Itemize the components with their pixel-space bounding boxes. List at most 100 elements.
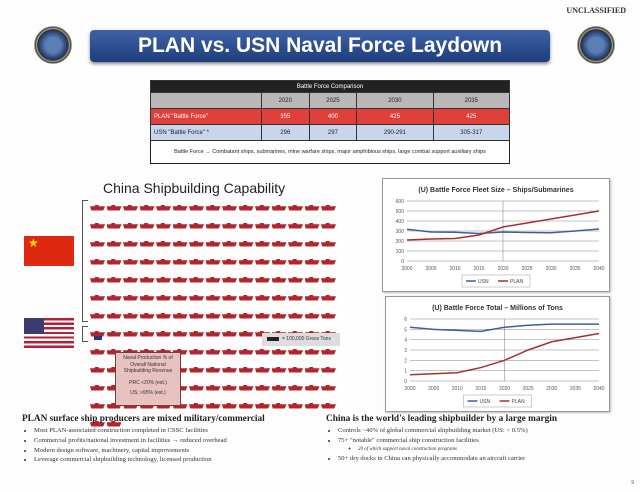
ship-icon — [255, 276, 270, 283]
bullet: Leverage commercial shipbuilding technol… — [34, 455, 322, 465]
ship-icon — [304, 204, 320, 211]
cell: 425 — [432, 108, 511, 125]
ship-icon — [271, 348, 287, 355]
table-title: Battle Force Comparison — [150, 80, 510, 93]
series-line-plan — [409, 332, 600, 376]
ship-icon — [205, 276, 221, 283]
ship-icon — [271, 258, 287, 265]
ship-icon — [222, 402, 237, 409]
ship-icon — [304, 312, 320, 319]
ship-icon — [189, 402, 204, 409]
cell: 425 — [356, 108, 434, 125]
legend-label: PLAN — [512, 399, 525, 405]
table-note: Battle Force → Combatant ships, submarin… — [150, 140, 510, 164]
us-flag-icon — [24, 318, 74, 348]
bracket — [82, 326, 88, 342]
ship-icon — [189, 294, 204, 301]
chart-title: (U) Battle Force Fleet Size – Ships/Subm… — [418, 187, 573, 194]
series-line-usn — [406, 228, 600, 235]
y-tick-label: 0 — [404, 379, 407, 385]
year-header: 2030 — [356, 92, 434, 109]
ship-icon — [222, 312, 237, 319]
ship-icon — [90, 420, 105, 427]
ship-icon — [255, 366, 270, 373]
ship-icon — [321, 240, 336, 247]
cell: 297 — [308, 124, 358, 141]
ship-icon — [172, 240, 188, 247]
ship-icon — [123, 330, 138, 337]
ship-icon — [189, 240, 204, 247]
ship-icon — [123, 204, 138, 211]
ship-icon — [288, 402, 303, 409]
ship-icon — [90, 294, 105, 301]
ship-icon — [238, 258, 254, 265]
ship-icon — [222, 204, 237, 211]
ship-icon — [156, 240, 171, 247]
ship-icon — [90, 312, 105, 319]
ship-icon — [106, 276, 122, 283]
ship-icon — [90, 402, 105, 409]
ship-icon — [271, 402, 287, 409]
year-header: 2025 — [308, 92, 358, 109]
y-tick-label: 400 — [396, 219, 405, 225]
ship-icon — [238, 384, 254, 391]
sub-bullet: 20 of which support naval construction p… — [358, 446, 626, 454]
legend-text: = 100,000 Gross Tons — [282, 336, 331, 342]
ship-icon — [123, 294, 138, 301]
ship-icon — [222, 384, 237, 391]
x-tick-label: 2020 — [497, 266, 508, 272]
ship-icon — [255, 222, 270, 229]
ship-icon — [156, 222, 171, 229]
y-tick-label: 300 — [396, 229, 405, 235]
ship-icon — [123, 312, 138, 319]
y-tick-label: 500 — [396, 209, 405, 215]
ship-icon — [205, 240, 221, 247]
ship-icon — [106, 312, 122, 319]
ship-icon — [321, 348, 336, 355]
bottom-right-section: China is the world's leading shipbuilder… — [326, 414, 626, 463]
legend-label: USN — [478, 279, 489, 285]
ship-icon — [238, 240, 254, 247]
ship-icon — [106, 330, 122, 337]
ship-icon — [106, 240, 122, 247]
emblem-left-icon — [34, 26, 72, 64]
ship-icon — [90, 330, 105, 337]
ship-icon — [288, 222, 303, 229]
ship-icon — [304, 402, 320, 409]
ship-icon — [271, 276, 287, 283]
ship-icon — [90, 384, 105, 391]
ship-icon — [90, 366, 105, 373]
ship-icon — [205, 222, 221, 229]
ship-icon — [156, 294, 171, 301]
y-tick-label: 1 — [404, 369, 407, 375]
ship-icon — [189, 276, 204, 283]
ship-icon — [222, 348, 237, 355]
ship-icon — [238, 330, 254, 337]
ship-icon — [205, 330, 221, 337]
ship-icon — [288, 312, 303, 319]
table-row: PLAN "Battle Force" 355 400 425 425 — [150, 108, 511, 125]
ship-icon — [106, 348, 122, 355]
ship-icon — [189, 258, 204, 265]
ship-icon — [238, 204, 254, 211]
note-line: US: >95% (est.) — [130, 390, 166, 396]
ship-icon — [139, 312, 155, 319]
x-tick-label: 2040 — [593, 386, 604, 392]
ship-icon — [271, 294, 287, 301]
ship-icon — [123, 276, 138, 283]
ship-icon — [106, 402, 122, 409]
ship-icon — [106, 294, 122, 301]
ship-icon — [304, 366, 320, 373]
ship-icon — [172, 312, 188, 319]
ship-icon — [304, 348, 320, 355]
china-flag-icon: ★ — [24, 236, 74, 266]
ship-icon — [222, 240, 237, 247]
ship-icon — [321, 384, 336, 391]
ship-icon — [288, 294, 303, 301]
ship-icon — [288, 348, 303, 355]
ship-icon — [139, 204, 155, 211]
battle-force-table: Battle Force Comparison 2020 2025 2030 2035… — [150, 80, 511, 164]
y-tick-label: 200 — [396, 239, 405, 245]
ship-icon — [288, 276, 303, 283]
ship-icon — [222, 366, 237, 373]
